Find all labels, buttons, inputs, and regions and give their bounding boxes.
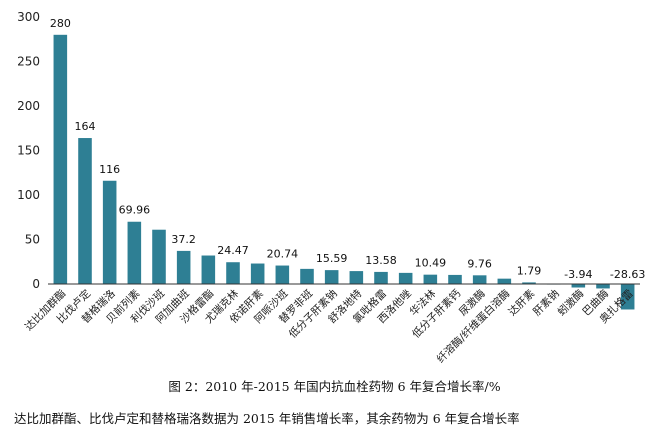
- x-tick-label: 蚓激酶: [555, 287, 587, 319]
- y-tick-label: 250: [17, 55, 40, 69]
- bar: [250, 263, 265, 284]
- bar: [226, 262, 240, 284]
- bar: [522, 282, 536, 284]
- bar: [300, 268, 314, 284]
- x-tick-label: 达肝素: [506, 287, 537, 318]
- y-tick-label: 0: [32, 277, 40, 291]
- bar: [201, 255, 216, 284]
- bar: [472, 275, 487, 284]
- data-label: 15.59: [316, 252, 348, 265]
- bar: [127, 221, 142, 284]
- figure-note: 达比加群酯、比伐卢定和替格瑞洛数据为 2015 年销售增长率，其余药物为 6 年…: [14, 411, 520, 426]
- data-label: 280: [50, 17, 71, 30]
- bar: [448, 274, 462, 284]
- bar: [102, 180, 117, 284]
- bar: [620, 284, 635, 310]
- bar: [571, 284, 586, 288]
- y-tick-label: 200: [17, 99, 40, 113]
- bar: [596, 284, 610, 289]
- y-tick-label: 300: [17, 10, 40, 24]
- bar: [497, 278, 512, 284]
- x-tick-label: 肝素钠: [530, 287, 561, 318]
- data-label: 69.96: [119, 204, 151, 217]
- y-tick-label: 100: [17, 188, 40, 202]
- bar: [78, 138, 92, 284]
- data-label: 24.47: [217, 244, 249, 257]
- bar: [53, 34, 68, 284]
- y-tick-label: 150: [17, 144, 40, 158]
- data-label: 9.76: [467, 257, 492, 270]
- data-label: 10.49: [415, 257, 447, 270]
- bar: [423, 274, 438, 284]
- bar: [152, 229, 166, 284]
- data-label: 116: [99, 163, 120, 176]
- data-label: 13.58: [365, 254, 397, 267]
- figure-caption: 图 2：2010 年-2015 年国内抗血栓药物 6 年复合增长率/%: [168, 379, 501, 394]
- data-label: -3.94: [564, 268, 592, 281]
- data-label: 1.79: [517, 264, 542, 277]
- bar: [324, 270, 339, 284]
- data-label: 164: [75, 120, 96, 133]
- bar: [176, 250, 191, 284]
- data-label: 20.74: [267, 248, 299, 261]
- bar: [275, 265, 290, 284]
- bar: [349, 271, 364, 284]
- y-tick-label: 50: [25, 233, 40, 247]
- bar: [374, 271, 388, 284]
- data-label: 37.2: [171, 233, 196, 246]
- bar: [398, 272, 413, 284]
- data-label: -28.63: [610, 268, 645, 281]
